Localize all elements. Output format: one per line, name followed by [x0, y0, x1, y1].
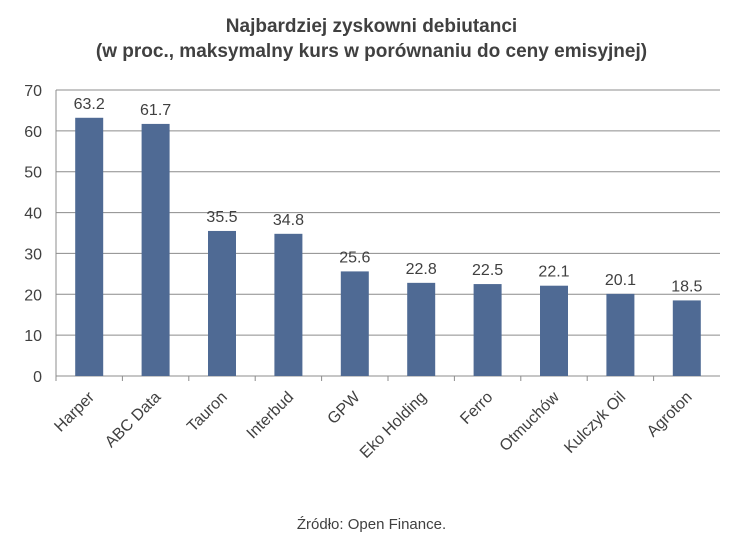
x-tick-label: Otmuchów: [497, 388, 563, 454]
y-tick-label: 10: [24, 328, 42, 345]
bar-eko-holding: [407, 282, 436, 376]
x-tick-label: GPW: [325, 388, 365, 428]
y-tick-label: 0: [33, 369, 42, 386]
data-label: 25.6: [339, 249, 370, 266]
x-tick-label: ABC Data: [102, 389, 164, 451]
data-label: 22.5: [472, 262, 503, 279]
y-tick-label: 40: [24, 206, 42, 223]
chart-title: Najbardziej zyskowni debiutanci: [225, 16, 518, 37]
y-tick-label: 30: [24, 246, 42, 263]
bar-ferro: [473, 284, 502, 376]
bar-chart: 0 10 20 30 40 50 60 70 63.2 Harper 61.7 ABC Data 35.…: [24, 83, 720, 462]
bar-interbud: [274, 233, 303, 376]
data-label: 18.5: [671, 278, 702, 295]
bar-tauron: [208, 230, 236, 376]
chart-subtitle: (w proc., maksymalny kurs w porównaniu d…: [95, 41, 648, 62]
bar-harper: [75, 117, 104, 376]
data-label: 63.2: [74, 96, 105, 113]
y-tick-label: 20: [24, 287, 42, 304]
x-tick-label: Interbud: [244, 389, 298, 443]
data-label: 61.7: [140, 102, 171, 119]
bar-gpw: [340, 271, 369, 376]
y-tick-label: 50: [24, 165, 42, 182]
source-note: Źródło: Open Finance.: [296, 516, 447, 533]
x-tick-label: Tauron: [184, 389, 231, 436]
data-label: 22.8: [406, 261, 437, 278]
data-label: 34.8: [273, 212, 304, 229]
bar-kulczyk-oil: [606, 293, 635, 376]
data-label: 22.1: [538, 264, 569, 281]
x-tick-label: Agroton: [644, 389, 696, 441]
x-tick-label: Ferro: [457, 389, 496, 428]
y-tick-label: 60: [24, 124, 42, 141]
bar-abc-data: [141, 123, 170, 376]
x-tick-label: Kulczyk Oil: [561, 389, 629, 457]
data-label: 35.5: [206, 209, 237, 226]
x-tick-label: Harper: [51, 388, 98, 435]
bar-agroton: [672, 300, 701, 376]
data-label: 20.1: [605, 272, 636, 289]
y-tick-label: 70: [24, 83, 42, 100]
bar-otmuchów: [540, 285, 568, 376]
x-tick-label: Eko Holding: [357, 389, 430, 462]
